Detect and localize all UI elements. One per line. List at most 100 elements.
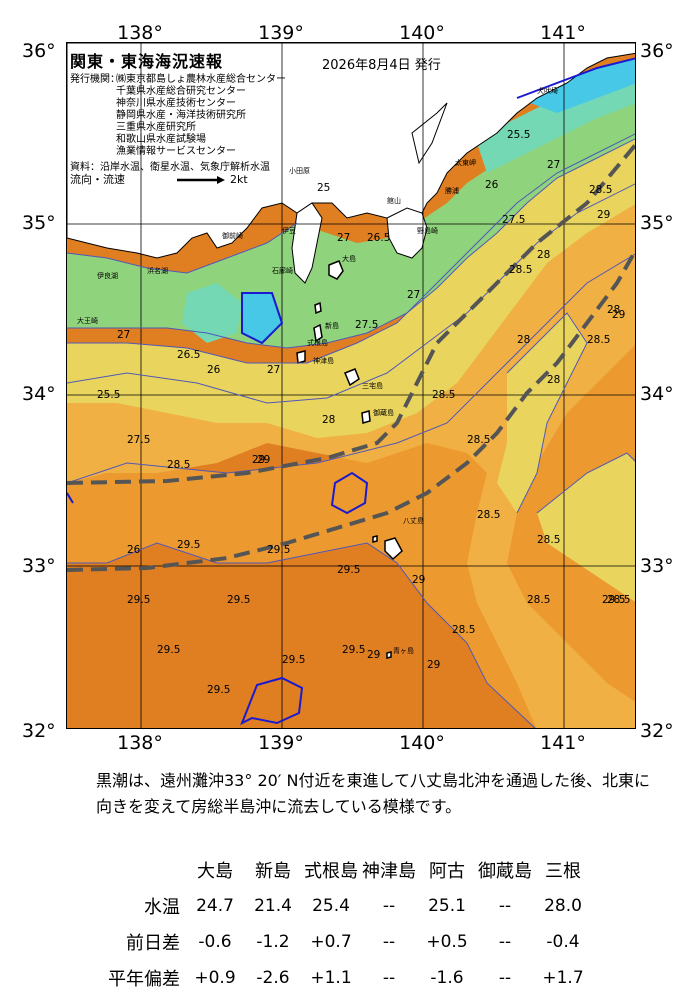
contour-label: 28.5 xyxy=(589,184,612,196)
contour-label: 27 xyxy=(267,364,280,376)
contour-label: 28.5 xyxy=(527,594,550,606)
lat-label-33-right: 33° xyxy=(640,555,674,577)
isotherm-29 xyxy=(67,253,635,484)
place-label: 式根島 xyxy=(307,338,328,347)
loop-a xyxy=(241,292,284,345)
contour-label: 27.5 xyxy=(502,214,525,226)
zone-28-b xyxy=(497,313,587,513)
lon-label-139: 139° xyxy=(258,22,304,44)
lat-label-34-right: 34° xyxy=(640,383,674,405)
place-label: 太東岬 xyxy=(455,158,476,167)
contour-label: 28 xyxy=(547,374,560,386)
table-cell: +1.1 xyxy=(310,968,352,988)
contour-label: 29.5 xyxy=(602,594,625,606)
lat-label-34-left: 34° xyxy=(22,383,56,405)
contour-label: 27.5 xyxy=(127,434,150,446)
contour-label: 28 xyxy=(322,414,335,426)
table-cell: -0.6 xyxy=(198,932,232,952)
contour-label: 28 xyxy=(607,304,620,316)
isotherm-29-5 xyxy=(67,542,536,728)
island-aogashima xyxy=(386,651,392,659)
island-kohachijo xyxy=(372,535,378,543)
contour-label: 27 xyxy=(117,329,130,341)
island-mikurajima xyxy=(361,410,371,424)
table-cell: -- xyxy=(382,968,396,988)
issuer-list: ㈱東京都島しょ農林水産総合センター 千葉県水産総合研究センター 神奈川県水産技術… xyxy=(116,74,286,158)
contour-label: 28.5 xyxy=(167,459,190,471)
issuer-item: 三重県水産研究所 xyxy=(116,122,196,133)
place-label: 御前崎 xyxy=(222,231,243,240)
contour-label: 29 xyxy=(252,454,265,466)
place-label: 伊豆 xyxy=(282,226,296,235)
contour-label: 29 xyxy=(612,309,625,321)
flow-legend-label: 流向・流速 xyxy=(70,173,125,186)
column-header: 大島 xyxy=(197,861,233,882)
zone-25-b xyxy=(182,283,242,343)
contour-label: 27 xyxy=(337,232,350,244)
map-svg: 25.5 26 25 27 26.5 27 27.5 28 28.5 29 28… xyxy=(67,43,635,728)
graticule xyxy=(67,43,635,728)
column-header: 新島 xyxy=(255,861,291,882)
table-row: 平年偏差 +0.9 -2.6 +1.1 -- -1.6 -- +1.7 xyxy=(100,960,592,996)
issuer-item: 神奈川県水産技術センター xyxy=(116,98,236,109)
table-cell: -1.6 xyxy=(430,968,464,988)
contour-label: 27 xyxy=(407,289,420,301)
place-label: 三宅島 xyxy=(362,381,383,390)
contour-label: 29 xyxy=(367,649,380,661)
zone-28-c xyxy=(537,453,635,602)
contour-label: 26.5 xyxy=(177,349,200,361)
table-cell: +0.5 xyxy=(426,932,468,952)
contour-label: 28.5 xyxy=(607,594,630,606)
contour-label: 29 xyxy=(427,659,440,671)
contour-label: 29.5 xyxy=(177,539,200,551)
lat-label-36-left: 36° xyxy=(22,40,56,62)
contour-labels: 25.5 26 25 27 26.5 27 27.5 28 28.5 29 28… xyxy=(97,129,630,696)
lon-label-bottom-138: 138° xyxy=(117,732,163,754)
contour-label: 28.5 xyxy=(467,434,490,446)
kuroshio-inner xyxy=(67,142,635,485)
contour-label: 28.5 xyxy=(432,389,455,401)
place-label: 神津島 xyxy=(313,356,334,365)
lat-label-32-right: 32° xyxy=(640,720,674,742)
contour-label: 26 xyxy=(127,544,141,556)
contour-label: 27 xyxy=(547,159,560,171)
contour-label: 29 xyxy=(597,209,610,221)
isotherm-lines xyxy=(67,133,635,728)
contour-label: 25.5 xyxy=(97,389,120,401)
land-honshu xyxy=(67,43,635,259)
table-cell: -- xyxy=(382,932,396,952)
kuroshio-axis xyxy=(67,142,635,572)
row-header: 前日差 xyxy=(126,933,180,954)
land-izu-peninsula xyxy=(291,202,323,284)
issuer-item: 千葉県水産総合研究センター xyxy=(116,86,246,97)
island-toshima xyxy=(314,301,322,315)
table-cell: 21.4 xyxy=(254,896,292,916)
isotherm-28-b xyxy=(506,312,588,514)
table-cell: 25.1 xyxy=(428,896,466,916)
contour-label: 29.5 xyxy=(282,654,305,666)
zone-26 xyxy=(67,93,635,348)
contour-label: 25 xyxy=(317,182,330,194)
contour-label: 28.5 xyxy=(477,509,500,521)
table-corner xyxy=(100,852,186,888)
contour-label: 29 xyxy=(412,574,425,586)
island-kozushima xyxy=(296,350,306,364)
island-miyakejima xyxy=(344,368,360,387)
row-header: 水温 xyxy=(144,897,180,918)
place-names: 大島 新島 式根島 神津島 三宅島 御蔵島 八丈島 青ヶ島 犬吠埼 太東岬 勝浦… xyxy=(77,86,558,655)
table-cell: 28.0 xyxy=(544,896,582,916)
contour-label: 26 xyxy=(485,179,499,191)
place-label: 青ヶ島 xyxy=(393,646,414,655)
issuer-item: 静岡県水産・海洋技術研究所 xyxy=(116,110,246,121)
kuroshio-outer xyxy=(67,247,635,572)
table-header-row: 大島 新島 式根島 神津島 阿古 御蔵島 三根 xyxy=(100,852,592,888)
contour-label: 27.5 xyxy=(355,319,378,331)
issuer-item: 和歌山県水産試験場 xyxy=(116,134,206,145)
contour-label: 28.5 xyxy=(587,334,610,346)
table-cell: -- xyxy=(382,896,396,916)
island-niijima xyxy=(313,323,323,343)
island-temperature-table: 大島 新島 式根島 神津島 阿古 御蔵島 三根 水温 24.7 21.4 25.… xyxy=(100,852,592,996)
place-label: 石廊崎 xyxy=(272,266,293,275)
place-label: 館山 xyxy=(387,196,401,205)
column-header: 阿古 xyxy=(429,861,465,882)
